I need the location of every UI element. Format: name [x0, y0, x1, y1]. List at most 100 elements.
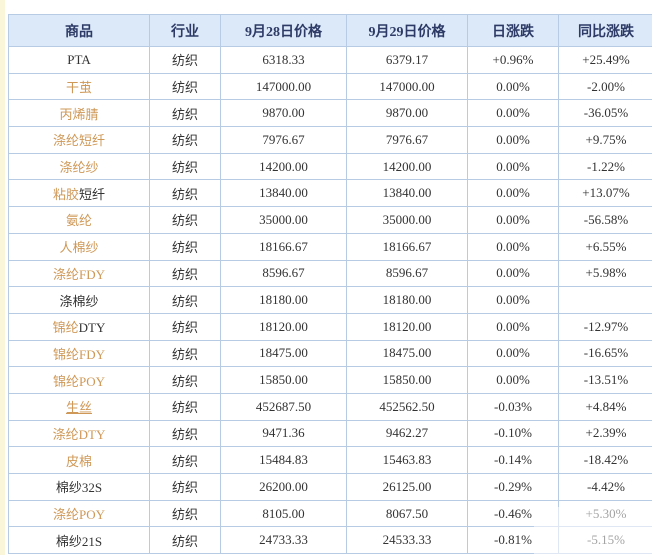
- table-row: 皮棉 纺织 15484.83 15463.83 -0.14% -18.42%: [8, 446, 652, 474]
- price-sep29-cell: 7976.67: [346, 126, 468, 154]
- commodity-label: 棉纱32S: [55, 480, 103, 496]
- industry-cell: 纺织: [149, 152, 221, 181]
- day-change-cell: 0.00%: [467, 366, 559, 394]
- commodity-cell: 干茧: [8, 72, 150, 101]
- commodity-link[interactable]: 涤纶DTY: [52, 426, 106, 442]
- price-sep29-cell: 15463.83: [346, 446, 468, 474]
- table-row: 丙烯腈 纺织 9870.00 9870.00 0.00% -36.05%: [8, 99, 652, 128]
- price-sep28-cell: 6318.33: [220, 46, 347, 74]
- commodity-link[interactable]: 粘胶: [52, 186, 79, 202]
- industry-cell: 纺织: [149, 99, 221, 128]
- commodity-cell: 棉纱32S: [8, 473, 150, 501]
- commodity-link[interactable]: 生丝: [65, 400, 92, 416]
- header-price-sep28: 9月28日价格: [220, 14, 347, 47]
- table-row: 涤纶纱 纺织 14200.00 14200.00 0.00% -1.22%: [8, 152, 652, 181]
- header-day-change: 日涨跌: [467, 14, 559, 47]
- yoy-change-cell: -1.22%: [558, 152, 652, 181]
- table-header: 商品 行业 9月28日价格 9月29日价格 日涨跌 同比涨跌: [8, 14, 652, 47]
- table-row: 锦纶POY 纺织 15850.00 15850.00 0.00% -13.51%: [8, 366, 652, 394]
- commodity-price-table: 商品 行业 9月28日价格 9月29日价格 日涨跌 同比涨跌 PTA 纺织 63…: [8, 14, 652, 555]
- industry-cell: 纺织: [149, 339, 221, 368]
- industry-cell: 纺织: [149, 286, 221, 314]
- industry-cell: 纺织: [149, 179, 221, 208]
- industry-cell: 纺织: [149, 446, 221, 474]
- yoy-change-cell: +4.84%: [558, 392, 652, 421]
- header-row: 商品 行业 9月28日价格 9月29日价格 日涨跌 同比涨跌: [8, 14, 652, 47]
- yoy-change-cell: +9.75%: [558, 126, 652, 154]
- price-sep29-cell: 6379.17: [346, 46, 468, 74]
- commodity-link[interactable]: 干茧: [65, 80, 92, 96]
- price-sep29-cell: 26125.00: [346, 473, 468, 501]
- commodity-cell: 涤纶DTY: [8, 419, 150, 448]
- price-sep28-cell: 14200.00: [220, 152, 347, 181]
- commodity-link[interactable]: 锦纶POY: [52, 373, 105, 389]
- commodity-label: 短纤: [79, 186, 106, 202]
- table-row: 锦纶FDY 纺织 18475.00 18475.00 0.00% -16.65%: [8, 339, 652, 368]
- industry-cell: 纺织: [149, 526, 221, 555]
- table-body: PTA 纺织 6318.33 6379.17 +0.96% +25.49% 干茧…: [8, 46, 652, 555]
- commodity-cell: 涤纶POY: [8, 499, 150, 528]
- table-row: 涤棉纱 纺织 18180.00 18180.00 0.00%: [8, 286, 652, 314]
- table-row: PTA 纺织 6318.33 6379.17 +0.96% +25.49%: [8, 46, 652, 74]
- price-sep29-cell: 9870.00: [346, 99, 468, 128]
- day-change-cell: 0.00%: [467, 259, 559, 288]
- table-row: 锦纶DTY 纺织 18120.00 18120.00 0.00% -12.97%: [8, 312, 652, 341]
- commodity-label: 棉纱21S: [55, 533, 103, 549]
- commodity-link[interactable]: 涤纶纱: [59, 160, 99, 176]
- commodity-link[interactable]: 氨纶: [65, 213, 92, 229]
- commodity-link[interactable]: 涤纶FDY: [52, 266, 105, 282]
- price-sep28-cell: 9471.36: [220, 419, 347, 448]
- price-sep28-cell: 26200.00: [220, 473, 347, 501]
- commodity-cell: 氨纶: [8, 206, 150, 234]
- industry-cell: 纺织: [149, 312, 221, 341]
- table-row: 棉纱21S 纺织 24733.33 24533.33 -0.81% -5.15%: [8, 526, 652, 555]
- yoy-change-cell: -12.97%: [558, 312, 652, 341]
- commodity-link[interactable]: 涤纶短纤: [52, 133, 105, 149]
- table-row: 氨纶 纺织 35000.00 35000.00 0.00% -56.58%: [8, 206, 652, 234]
- commodity-cell: 涤纶纱: [8, 152, 150, 181]
- industry-cell: 纺织: [149, 232, 221, 261]
- price-sep28-cell: 18120.00: [220, 312, 347, 341]
- price-sep29-cell: 13840.00: [346, 179, 468, 208]
- commodity-cell: 粘胶短纤: [8, 179, 150, 208]
- price-sep29-cell: 18166.67: [346, 232, 468, 261]
- industry-cell: 纺织: [149, 473, 221, 501]
- day-change-cell: 0.00%: [467, 206, 559, 234]
- price-sep28-cell: 7976.67: [220, 126, 347, 154]
- commodity-label: PTA: [67, 51, 91, 67]
- commodity-link[interactable]: 人棉纱: [59, 240, 99, 256]
- commodity-link[interactable]: 锦纶FDY: [52, 346, 105, 362]
- industry-cell: 纺织: [149, 259, 221, 288]
- price-sep29-cell: 18180.00: [346, 286, 468, 314]
- table-row: 涤纶短纤 纺织 7976.67 7976.67 0.00% +9.75%: [8, 126, 652, 154]
- yoy-change-cell: -2.00%: [558, 72, 652, 101]
- commodity-cell: 涤纶短纤: [8, 126, 150, 154]
- page-left-accent: [0, 0, 5, 555]
- table-row: 生丝 纺织 452687.50 452562.50 -0.03% +4.84%: [8, 392, 652, 421]
- yoy-change-cell: -16.65%: [558, 339, 652, 368]
- commodity-link[interactable]: 涤纶POY: [52, 507, 105, 523]
- industry-cell: 纺织: [149, 499, 221, 528]
- table-row: 棉纱32S 纺织 26200.00 26125.00 -0.29% -4.42%: [8, 473, 652, 501]
- price-sep28-cell: 452687.50: [220, 392, 347, 421]
- commodity-link[interactable]: 皮棉: [65, 453, 92, 469]
- price-sep28-cell: 8105.00: [220, 499, 347, 528]
- commodity-cell: 锦纶POY: [8, 366, 150, 394]
- day-change-cell: 0.00%: [467, 286, 559, 314]
- industry-cell: 纺织: [149, 392, 221, 421]
- header-commodity: 商品: [8, 14, 150, 47]
- price-sep28-cell: 9870.00: [220, 99, 347, 128]
- price-sep28-cell: 13840.00: [220, 179, 347, 208]
- table-row: 涤纶FDY 纺织 8596.67 8596.67 0.00% +5.98%: [8, 259, 652, 288]
- commodity-cell: 棉纱21S: [8, 526, 150, 555]
- commodity-cell: 生丝: [8, 392, 150, 421]
- day-change-cell: -0.03%: [467, 392, 559, 421]
- day-change-cell: -0.29%: [467, 473, 559, 501]
- day-change-cell: 0.00%: [467, 312, 559, 341]
- price-sep29-cell: 15850.00: [346, 366, 468, 394]
- commodity-link[interactable]: 丙烯腈: [59, 106, 99, 122]
- commodity-link[interactable]: 锦纶: [52, 320, 79, 336]
- industry-cell: 纺织: [149, 46, 221, 74]
- price-sep29-cell: 452562.50: [346, 392, 468, 421]
- table-row: 粘胶短纤 纺织 13840.00 13840.00 0.00% +13.07%: [8, 179, 652, 208]
